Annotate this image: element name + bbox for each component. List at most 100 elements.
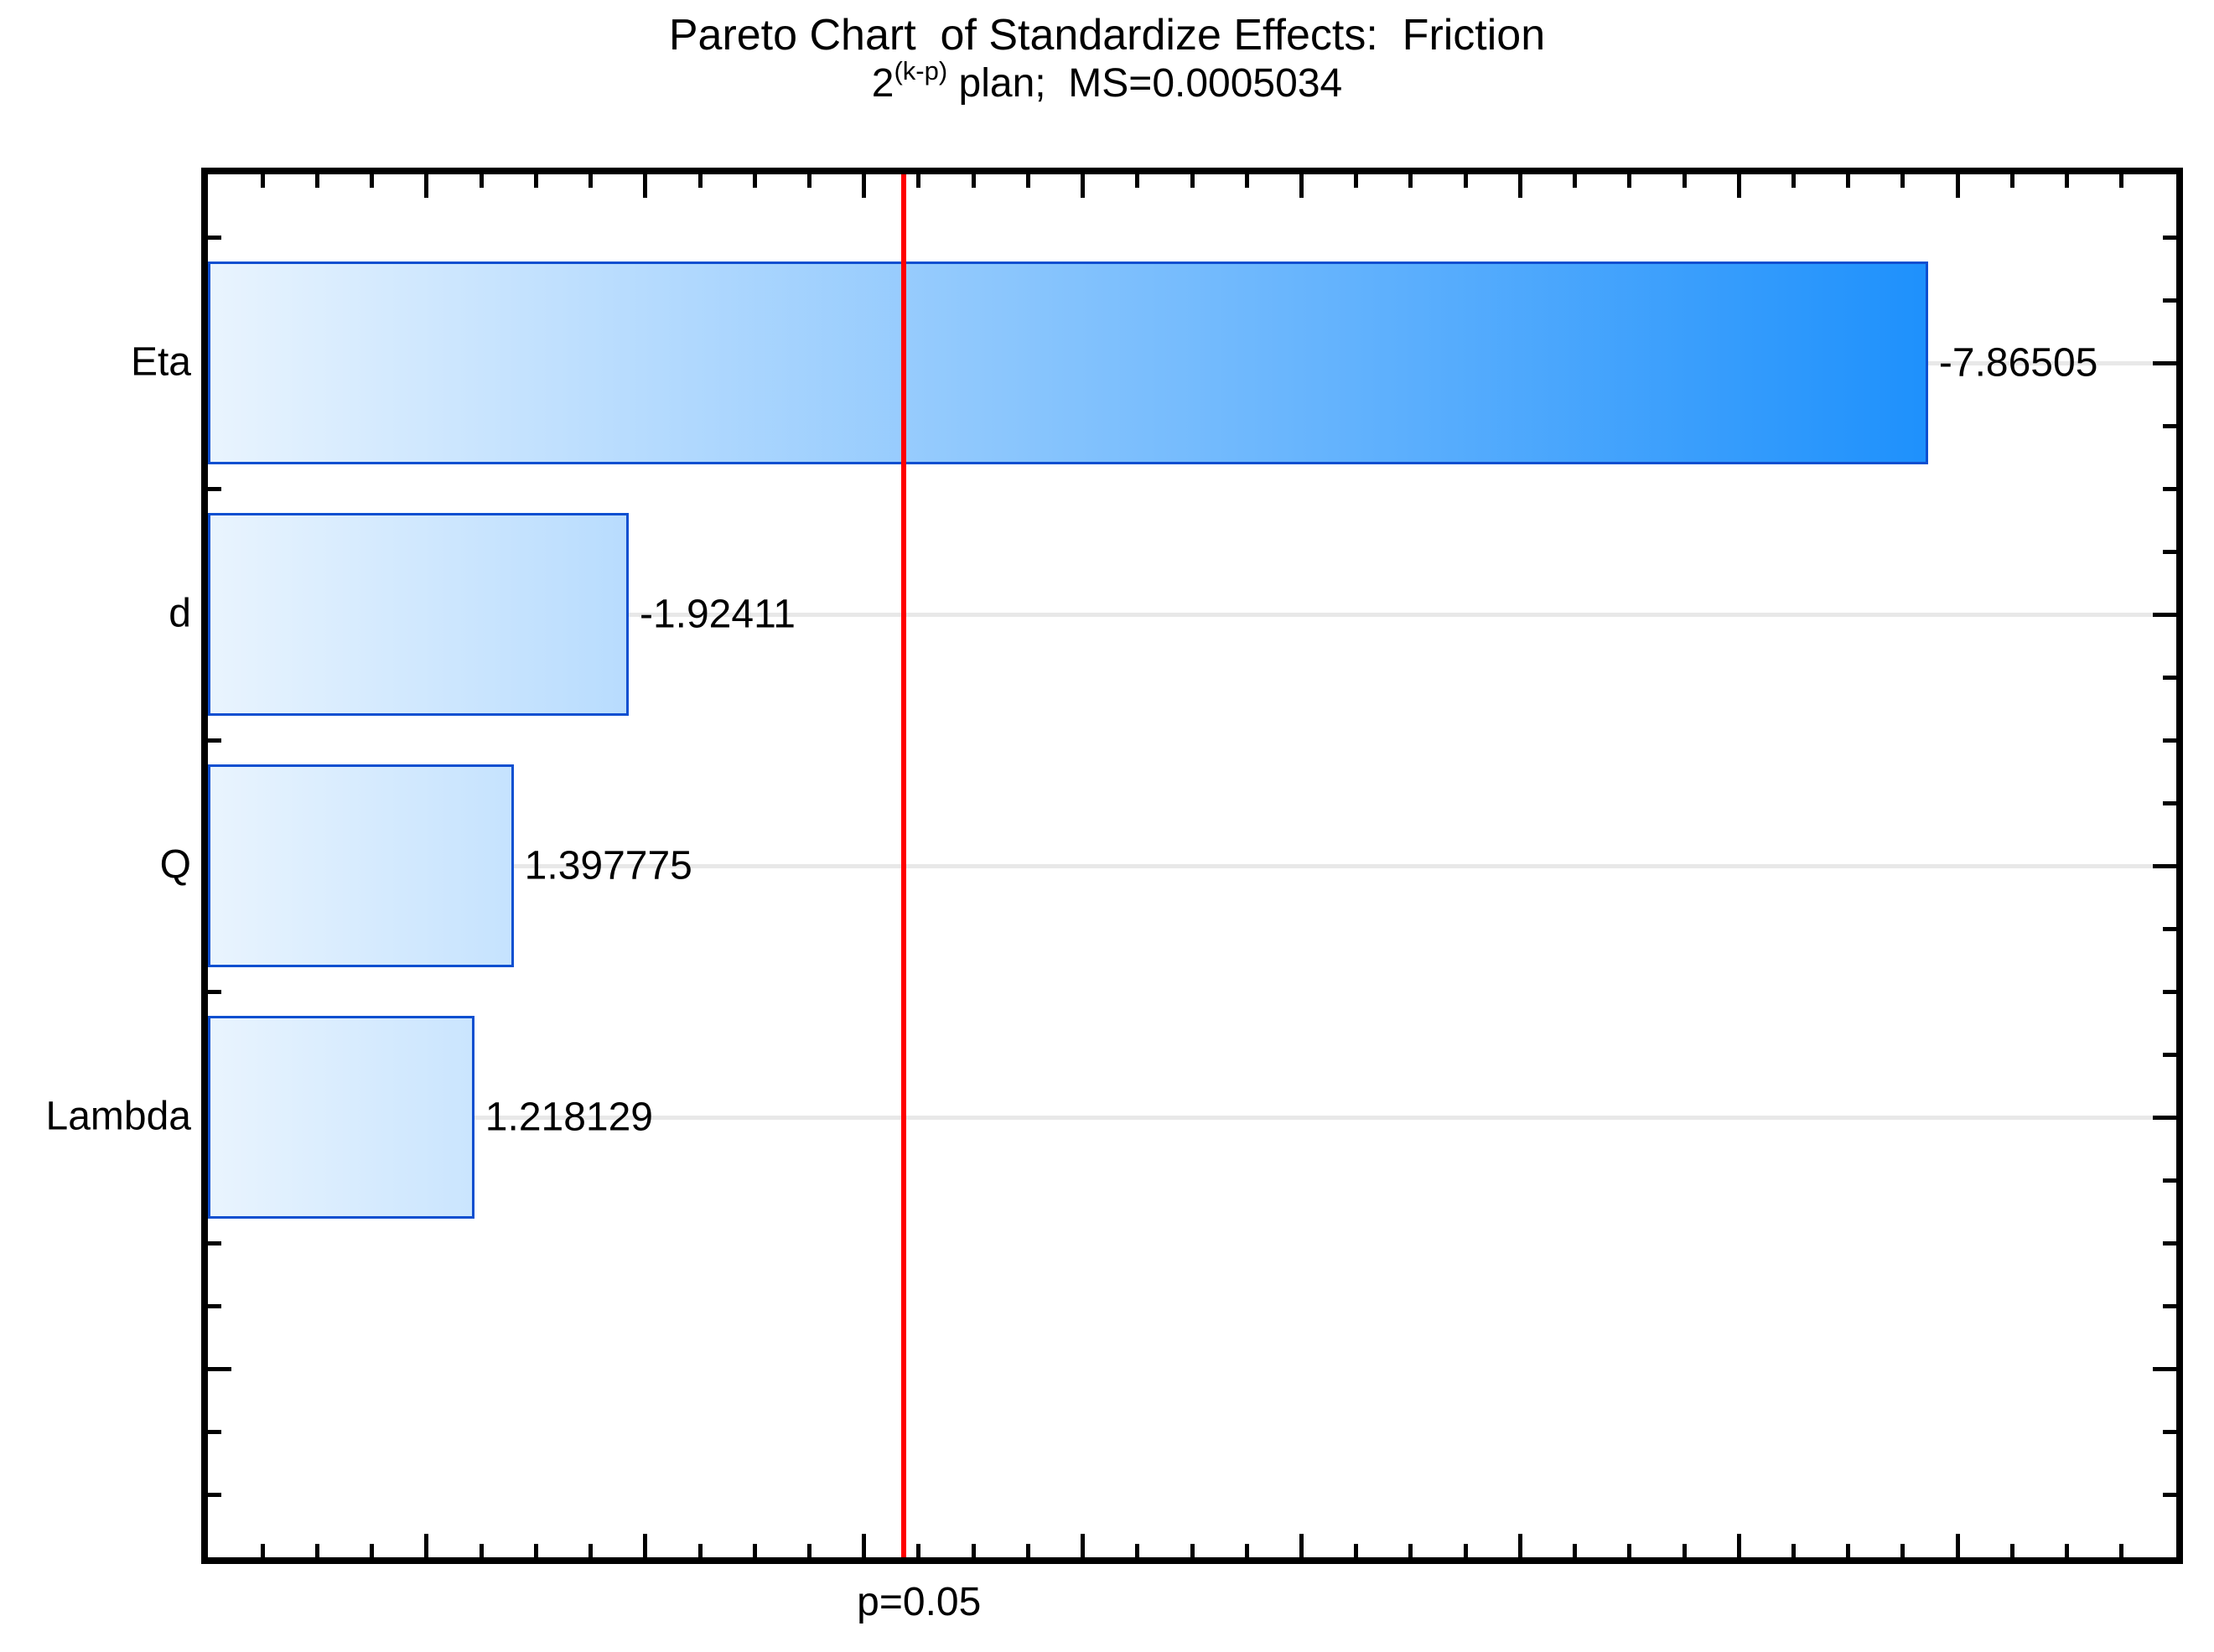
- x-minor-tick: [1135, 1544, 1140, 1557]
- x-minor-tick: [2119, 174, 2124, 188]
- x-major-tick: [1955, 174, 1960, 198]
- x-minor-tick: [1900, 1544, 1905, 1557]
- y-minor-tick: [2163, 800, 2176, 805]
- x-minor-tick: [806, 1544, 811, 1557]
- y-major-tick: [208, 1366, 231, 1371]
- x-minor-tick: [916, 1544, 921, 1557]
- x-minor-tick: [1025, 1544, 1030, 1557]
- y-minor-tick: [208, 486, 221, 491]
- x-minor-tick: [1846, 174, 1851, 188]
- bar-value-label: 1.397775: [524, 843, 692, 888]
- y-minor-tick: [2163, 989, 2176, 994]
- bar-value-label: -7.86505: [1938, 340, 2098, 386]
- x-major-tick: [1955, 1534, 1960, 1557]
- y-minor-tick: [208, 235, 221, 240]
- y-minor-tick: [2163, 1240, 2176, 1245]
- x-minor-tick: [1190, 1544, 1195, 1557]
- x-minor-tick: [1025, 174, 1030, 188]
- y-minor-tick: [208, 1492, 221, 1497]
- gridline: [208, 612, 2176, 617]
- y-minor-tick: [208, 1429, 221, 1434]
- x-minor-tick: [1682, 174, 1687, 188]
- x-minor-tick: [2065, 174, 2070, 188]
- x-major-tick: [424, 174, 429, 198]
- y-major-tick: [2153, 863, 2176, 868]
- category-label-d: d: [169, 591, 191, 636]
- bar-Q: [208, 764, 514, 967]
- category-label-Q: Q: [159, 842, 191, 888]
- x-minor-tick: [1463, 174, 1468, 188]
- x-minor-tick: [2065, 1544, 2070, 1557]
- subtitle-rest: plan; MS=0.0005034: [947, 61, 1343, 106]
- significance-reference-line: [901, 174, 907, 1557]
- x-minor-tick: [479, 1544, 484, 1557]
- x-minor-tick: [916, 174, 921, 188]
- x-minor-tick: [1190, 174, 1195, 188]
- x-minor-tick: [533, 1544, 538, 1557]
- x-major-tick: [1299, 174, 1304, 198]
- bar-Eta: [208, 262, 1928, 464]
- y-minor-tick: [2163, 549, 2176, 554]
- x-minor-tick: [1627, 1544, 1632, 1557]
- x-minor-tick: [1900, 174, 1905, 188]
- y-minor-tick: [2163, 298, 2176, 303]
- y-major-tick: [2153, 360, 2176, 365]
- x-major-tick: [1736, 174, 1741, 198]
- bar-value-label: -1.92411: [639, 592, 796, 637]
- x-minor-tick: [1354, 174, 1359, 188]
- x-minor-tick: [1354, 1544, 1359, 1557]
- x-major-tick: [1517, 174, 1522, 198]
- chart-title: Pareto Chart of Standardize Effects: Fri…: [668, 11, 1546, 60]
- gridline: [208, 1115, 2176, 1120]
- x-minor-tick: [370, 1544, 375, 1557]
- y-minor-tick: [208, 1240, 221, 1245]
- x-minor-tick: [1791, 1544, 1796, 1557]
- x-minor-tick: [1463, 1544, 1468, 1557]
- y-minor-tick: [2163, 1303, 2176, 1308]
- plot-area: -7.86505 -1.92411 1.397775 1.218129: [201, 168, 2183, 1564]
- x-minor-tick: [533, 174, 538, 188]
- x-minor-tick: [260, 174, 265, 188]
- y-minor-tick: [2163, 423, 2176, 428]
- y-minor-tick: [2163, 486, 2176, 491]
- x-minor-tick: [588, 174, 594, 188]
- x-minor-tick: [806, 174, 811, 188]
- x-minor-tick: [1573, 1544, 1578, 1557]
- y-minor-tick: [2163, 235, 2176, 240]
- x-minor-tick: [1244, 1544, 1249, 1557]
- x-major-tick: [643, 174, 648, 198]
- y-minor-tick: [2163, 926, 2176, 931]
- x-major-tick: [862, 174, 867, 198]
- y-minor-tick: [2163, 1492, 2176, 1497]
- y-minor-tick: [2163, 1052, 2176, 1057]
- x-major-tick: [862, 1534, 867, 1557]
- x-major-tick: [1736, 1534, 1741, 1557]
- x-minor-tick: [1682, 1544, 1687, 1557]
- y-minor-tick: [2163, 738, 2176, 743]
- x-minor-tick: [479, 174, 484, 188]
- bar-Lambda: [208, 1016, 474, 1219]
- x-major-tick: [424, 1534, 429, 1557]
- x-minor-tick: [1627, 174, 1632, 188]
- x-minor-tick: [1791, 174, 1796, 188]
- y-minor-tick: [2163, 675, 2176, 680]
- subtitle-base: 2: [871, 61, 894, 106]
- x-minor-tick: [1244, 174, 1249, 188]
- y-major-tick: [2153, 1366, 2176, 1371]
- x-minor-tick: [697, 1544, 703, 1557]
- x-minor-tick: [752, 1544, 757, 1557]
- y-minor-tick: [2163, 1178, 2176, 1183]
- x-major-tick: [1299, 1534, 1304, 1557]
- x-minor-tick: [697, 174, 703, 188]
- x-minor-tick: [971, 174, 976, 188]
- gridline: [208, 863, 2176, 868]
- x-major-tick: [1081, 1534, 1086, 1557]
- x-minor-tick: [2009, 1544, 2014, 1557]
- x-minor-tick: [370, 174, 375, 188]
- x-minor-tick: [2119, 1544, 2124, 1557]
- x-minor-tick: [1846, 1544, 1851, 1557]
- x-minor-tick: [1135, 174, 1140, 188]
- x-major-tick: [1517, 1534, 1522, 1557]
- x-minor-tick: [1408, 1544, 1413, 1557]
